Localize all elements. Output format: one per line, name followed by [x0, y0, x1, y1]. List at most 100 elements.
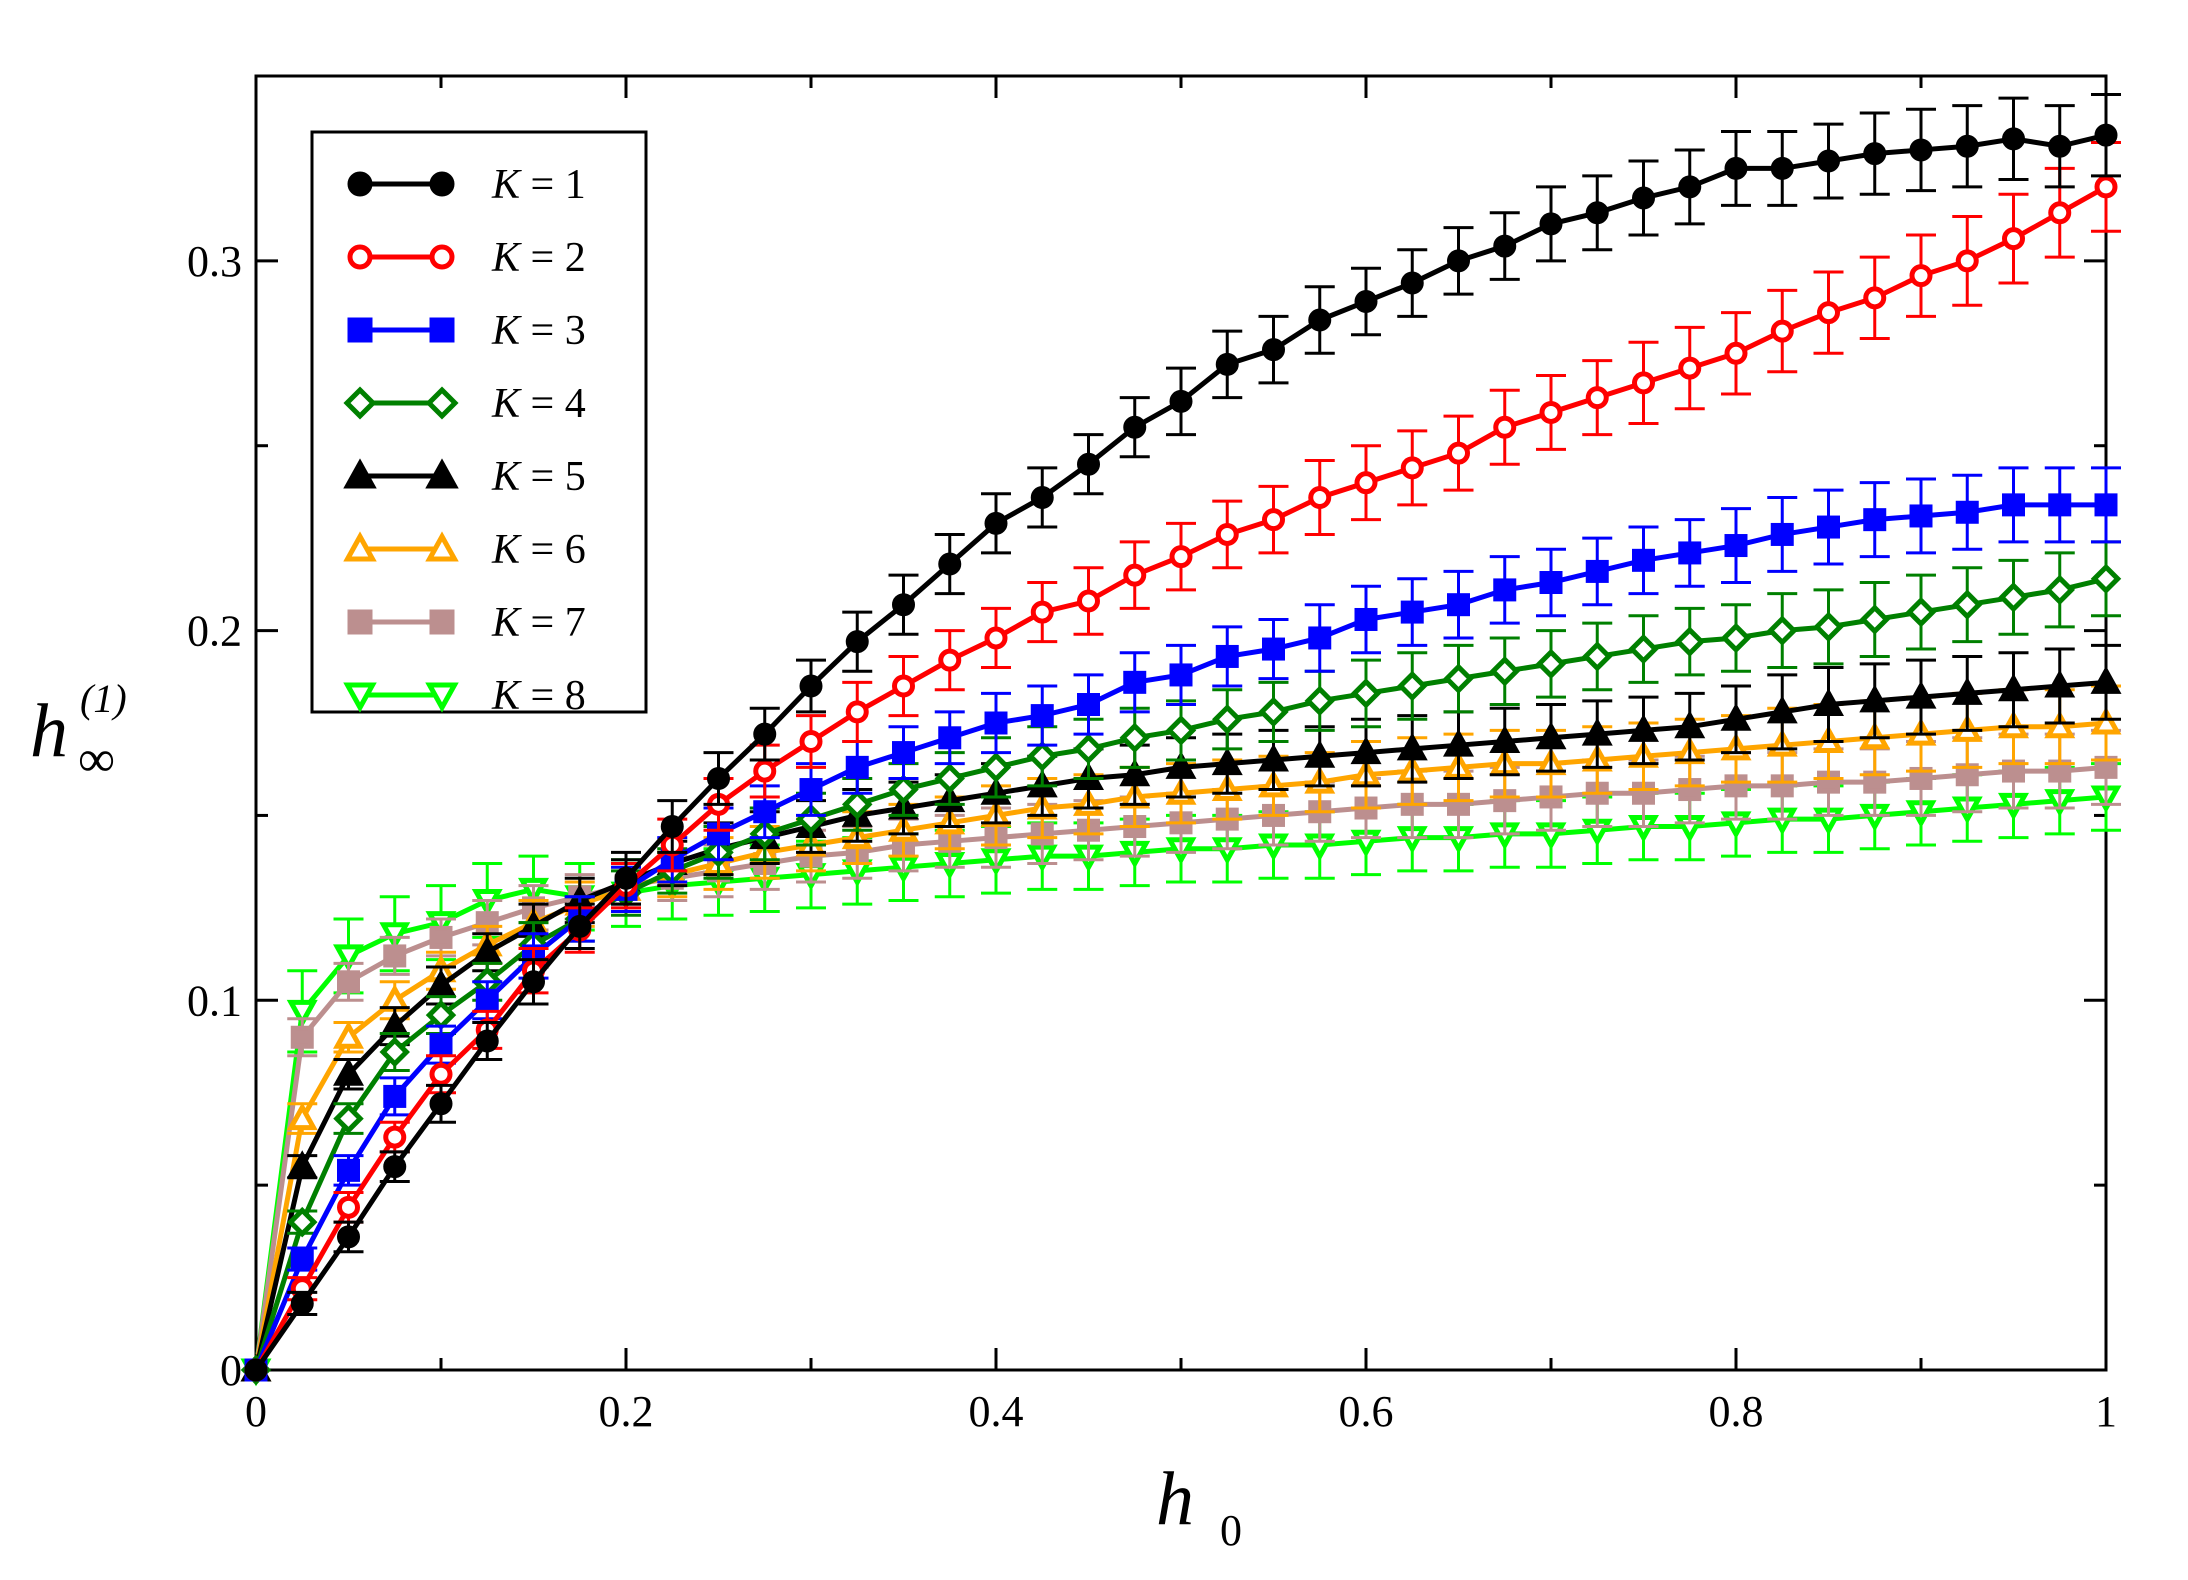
- data-point: [1030, 600, 1054, 624]
- legend-marker: [343, 531, 377, 562]
- data-point: [522, 970, 545, 994]
- data-point: [1632, 371, 1655, 395]
- legend-label: K = 1: [491, 162, 586, 208]
- data-point: [1863, 286, 1887, 310]
- data-point: [1304, 739, 1336, 768]
- data-point: [1581, 717, 1613, 746]
- data-point: [333, 1103, 364, 1134]
- data-point: [1678, 541, 1702, 565]
- legend-marker: [347, 609, 373, 635]
- data-point: [1813, 611, 1844, 643]
- data-point: [1535, 721, 1567, 750]
- data-point: [892, 593, 915, 617]
- data-point: [2090, 706, 2122, 735]
- data-point: [286, 1102, 318, 1131]
- legend-label: K = 6: [491, 527, 586, 573]
- data-point: [383, 944, 407, 968]
- x-axis-label-sub: 0: [1220, 1506, 1242, 1555]
- data-point: [1308, 308, 1332, 332]
- data-point: [1632, 548, 1655, 572]
- legend-entry-k-1: K = 1: [347, 162, 586, 208]
- data-point: [1859, 604, 1890, 635]
- data-point: [333, 1020, 364, 1049]
- data-point: [984, 511, 1008, 535]
- data-point: [475, 1029, 499, 1053]
- data-point: [892, 741, 915, 765]
- data-point: [1030, 485, 1054, 509]
- y-axis-label-sup: (1): [80, 676, 127, 721]
- data-point: [1215, 352, 1239, 376]
- data-point: [1539, 400, 1563, 424]
- data-point: [1215, 522, 1239, 546]
- data-point: [1493, 578, 1517, 602]
- data-point: [1585, 559, 1609, 583]
- legend-marker: [347, 317, 373, 343]
- data-point: [1863, 142, 1887, 166]
- data-point: [1813, 688, 1844, 717]
- data-point: [845, 755, 869, 779]
- legend-entry-k-8: K = 8: [343, 673, 586, 719]
- data-point: [2044, 574, 2075, 606]
- data-point: [1859, 684, 1891, 713]
- data-point: [2044, 710, 2076, 739]
- data-point: [707, 766, 730, 790]
- data-point: [1165, 715, 1197, 746]
- data-point: [753, 759, 777, 783]
- data-point: [1724, 534, 1748, 558]
- data-point: [2002, 493, 2025, 517]
- markers: [244, 493, 2118, 1382]
- legend-marker: [429, 317, 455, 343]
- data-point: [2090, 665, 2122, 694]
- data-point: [1262, 637, 1285, 661]
- data-point: [2044, 669, 2076, 698]
- data-point: [1077, 589, 1100, 613]
- x-tick-label: 0.8: [1709, 1387, 1764, 1436]
- data-point: [1678, 175, 1702, 199]
- legend-marker: [429, 244, 455, 270]
- y-tick-label: 0: [220, 1346, 242, 1395]
- y-tick-label: 0.3: [187, 237, 242, 286]
- y-tick-label: 0.1: [187, 976, 242, 1025]
- data-point: [379, 922, 411, 951]
- data-point: [1400, 600, 1424, 624]
- data-point: [286, 999, 318, 1028]
- data-point: [244, 1358, 268, 1382]
- x-tick-label: 0.6: [1339, 1387, 1394, 1436]
- data-point: [1905, 596, 1937, 628]
- data-point: [1212, 704, 1243, 735]
- data-point: [845, 700, 869, 724]
- data-point: [1582, 641, 1613, 672]
- data-point: [1447, 249, 1470, 273]
- data-point: [287, 1206, 318, 1238]
- data-point: [842, 789, 873, 820]
- data-point: [1909, 504, 1933, 528]
- data-point: [1077, 452, 1100, 476]
- legend-marker: [425, 458, 459, 489]
- legend-marker: [429, 171, 455, 197]
- data-point: [1258, 696, 1289, 728]
- data-point: [1169, 389, 1193, 413]
- data-point: [1262, 508, 1285, 532]
- legend-label: K = 8: [491, 673, 586, 719]
- data-point: [1770, 319, 1794, 343]
- markers: [244, 123, 2118, 1382]
- markers: [244, 175, 2118, 1382]
- data-point: [1447, 593, 1470, 617]
- data-point: [934, 763, 965, 794]
- data-point: [1308, 626, 1332, 650]
- legend-marker: [425, 386, 459, 420]
- data-point: [980, 752, 1012, 783]
- legend-entry-k-7: K = 7: [347, 600, 586, 646]
- data-point: [892, 674, 915, 698]
- data-point: [2090, 563, 2122, 595]
- data-point: [568, 914, 592, 938]
- data-point: [290, 1291, 314, 1315]
- legend-marker: [343, 682, 377, 713]
- data-point: [1909, 264, 1933, 288]
- data-point: [1817, 515, 1840, 539]
- legend-marker: [347, 244, 373, 270]
- data-point: [1400, 456, 1424, 480]
- y-axis-label-sub: ∞: [78, 731, 115, 788]
- legend-label: K = 5: [491, 454, 586, 500]
